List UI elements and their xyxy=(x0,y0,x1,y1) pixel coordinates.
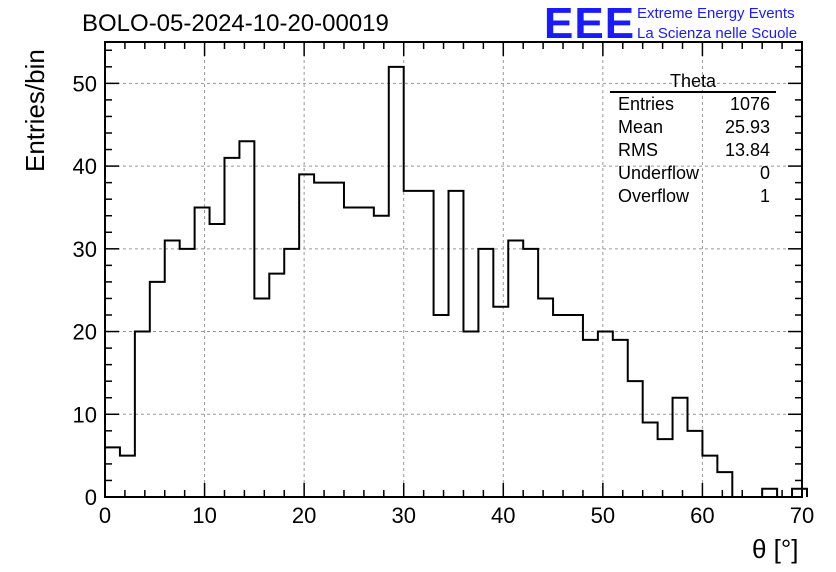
stats-box-title: Theta xyxy=(610,72,776,93)
x-axis-label: θ [°] xyxy=(752,534,799,564)
eee-logo: EEE xyxy=(544,0,636,48)
stat-row-underflow: Underflow 0 xyxy=(610,162,776,185)
stat-label: Overflow xyxy=(618,186,690,206)
axis-ticks xyxy=(104,42,803,498)
x-tick-label: 0 xyxy=(99,503,111,528)
stat-label: Entries xyxy=(618,94,675,114)
stat-label: RMS xyxy=(618,140,658,160)
stat-value: 1076 xyxy=(729,94,770,114)
logo-tagline-1: Extreme Energy Events xyxy=(637,5,795,22)
logo-tagline-2: La Scienza nelle Scuole xyxy=(637,25,798,42)
stat-value: 13.84 xyxy=(724,140,770,160)
stat-row-rms: RMS 13.84 xyxy=(610,139,776,162)
y-tick-label: 10 xyxy=(73,402,97,427)
x-tick-label: 50 xyxy=(591,503,615,528)
stat-label: Underflow xyxy=(618,163,700,183)
x-tick-label: 70 xyxy=(790,503,814,528)
y-tick-label: 50 xyxy=(73,71,97,96)
plot-frame xyxy=(104,41,803,498)
x-tick-label: 20 xyxy=(292,503,316,528)
x-tick-label: 40 xyxy=(491,503,515,528)
y-tick-label: 20 xyxy=(73,320,97,345)
stat-row-entries: Entries 1076 xyxy=(610,93,776,116)
stats-box: Theta Entries 1076 Mean 25.93 RMS 13.84 … xyxy=(610,72,776,208)
x-tick-label: 10 xyxy=(192,503,216,528)
x-tick-label: 30 xyxy=(391,503,415,528)
stat-value: 25.93 xyxy=(724,117,770,137)
stat-label: Mean xyxy=(618,117,664,137)
stat-row-overflow: Overflow 1 xyxy=(610,185,776,208)
grid-lines xyxy=(105,42,802,497)
chart-title: BOLO-05-2024-10-20-00019 xyxy=(82,10,389,37)
histogram-outline xyxy=(104,65,808,498)
stat-row-mean: Mean 25.93 xyxy=(610,116,776,139)
y-tick-label: 0 xyxy=(85,485,97,510)
stat-value: 1 xyxy=(759,186,770,206)
x-tick-label: 60 xyxy=(690,503,714,528)
stat-value: 0 xyxy=(759,163,770,183)
y-tick-label: 40 xyxy=(73,154,97,179)
y-axis-label: Entries/bin xyxy=(20,49,50,172)
y-tick-label: 30 xyxy=(73,237,97,262)
